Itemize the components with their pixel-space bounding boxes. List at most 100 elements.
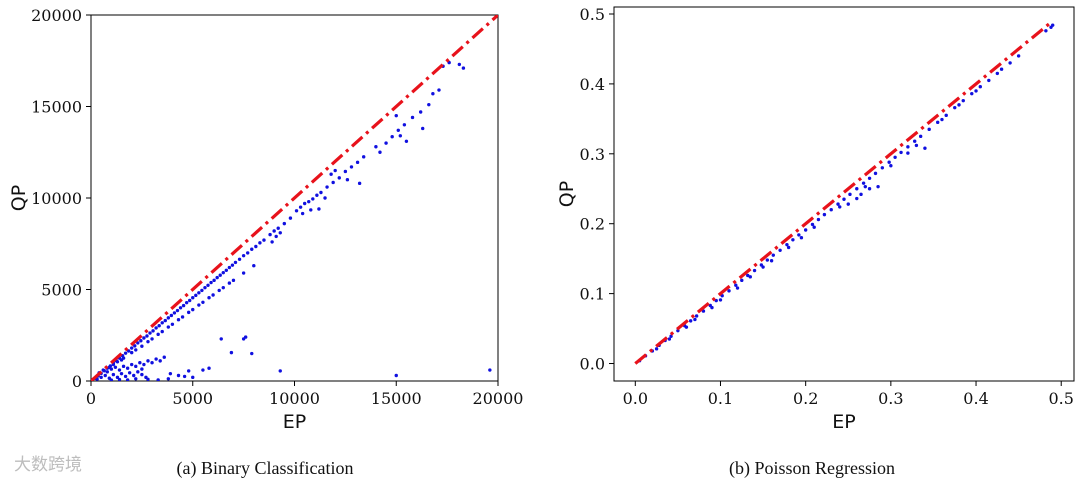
figure-caption: (a) Binary Classification [177,458,354,479]
scatter-point [119,371,124,376]
scatter-point [684,325,689,329]
scatter-point [237,257,242,262]
scatter-point [861,181,866,185]
scatter-point [227,265,232,270]
scatter-point [130,362,134,367]
scatter-point [160,321,164,325]
scatter-point [727,289,731,293]
scatter-point [378,150,382,154]
scatter-point [113,365,118,369]
scatter-point [218,273,222,277]
scatter-point [130,346,134,350]
scatter-point [735,286,740,290]
y-tick-label: 10000 [31,189,82,208]
scatter-point [217,288,221,293]
scatter-point [245,251,250,255]
scatter-point [241,271,246,275]
scatter-point [224,268,229,272]
scatter-point [349,165,354,169]
scatter-point [166,316,171,320]
scatter-point [855,196,859,201]
scatter-point [169,313,174,318]
x-axis-label: EP [283,411,306,433]
scatter-point [842,197,846,201]
scatter-point [221,270,225,275]
scatter-point [180,315,185,319]
scatter-point [176,373,181,378]
scatter-point [829,208,833,212]
scatter-point [121,364,126,369]
scatter-point [396,128,400,132]
scatter-point [688,319,693,323]
y-tick-label: 0.4 [580,75,605,94]
x-tick-label: 10000 [269,389,320,408]
x-tick-label: 0.5 [1048,389,1073,408]
scatter-point [957,103,961,107]
scatter-point [329,172,333,176]
scatter-point [209,280,213,285]
scatter-point [404,139,409,143]
scatter-point [206,283,210,287]
scatter-point [710,305,714,310]
x-tick-label: 0.1 [708,389,733,408]
scatter-point [146,377,150,381]
y-tick-label: 0.2 [580,215,605,234]
y-tick-label: 0.3 [580,145,605,164]
x-tick-label: 0 [86,389,96,408]
scatter-point [254,244,258,249]
scatter-point [140,367,144,371]
scatter-point [309,208,313,212]
scatter-point [298,205,303,209]
x-tick-label: 0.3 [878,389,903,408]
x-tick-label: 15000 [371,389,422,408]
scatter-point [156,378,160,381]
scatter-point [906,151,910,155]
scatter-point [345,178,350,182]
scatter-point [384,141,388,145]
y-tick-label: 0 [72,372,82,391]
y-axis-label: QP [556,181,578,207]
scatter-point [140,372,144,377]
scatter-point [461,66,466,70]
scatter-point [752,268,757,273]
scatter-point [229,350,234,355]
scatter-point [109,378,114,381]
scatter-point [282,221,287,226]
x-tick-label: 5000 [172,389,213,408]
scatter-point [127,371,132,375]
scatter-point [134,377,138,381]
scatter-point [125,366,130,370]
scatter-point [740,278,744,283]
scatter-point [176,317,181,322]
scatter-point [268,232,272,237]
scatter-point [317,207,321,211]
scatter-point [123,374,128,379]
scatter-point [154,326,158,330]
scatter-point [863,184,867,189]
x-tick-label: 0.4 [963,389,988,408]
y-tick-label: 0.0 [580,355,605,374]
scatter-point [154,357,158,361]
scatter-point [333,168,337,173]
scatter-point [150,361,154,365]
scatter-point [162,355,166,359]
scatter-point [914,143,919,148]
y-tick-label: 5000 [41,281,82,300]
scatter-point [899,150,903,155]
scatter-point [822,212,827,217]
x-tick-label: 0.2 [793,389,818,408]
scatter-point [278,231,282,235]
scatter-point [355,160,360,165]
x-tick-label: 20000 [473,389,524,408]
scatter-point [846,202,850,206]
scatter-point [769,259,774,263]
scatter-point [166,377,171,381]
scatter-point [197,303,201,307]
y-tick-label: 0.5 [580,5,605,24]
scatter-point [138,361,142,365]
scatter-point [1051,23,1055,27]
scatter-point [457,62,462,67]
scatter-point [859,192,863,197]
scatter-point [999,67,1004,71]
scatter-point [151,329,155,333]
